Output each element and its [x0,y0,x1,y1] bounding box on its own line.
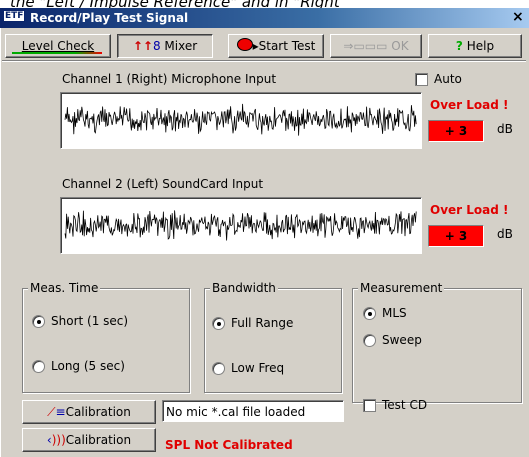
mic-calibration-button[interactable]: ⟋≡Calibration [22,400,156,424]
start-test-button[interactable]: ▸Start Test [228,34,324,58]
waveform [64,103,417,136]
title-bar: ETF Record/Play Test Signal × [0,8,529,28]
group-box [352,288,522,403]
level-check-button[interactable]: Level Check [5,34,111,58]
group-box [204,288,342,393]
radio-button[interactable] [32,315,45,328]
radio-dot [216,321,221,326]
label: Calibration [65,405,131,419]
caption: the "Left / Impulse Reference" and in "R… [10,0,340,11]
level-readout: + 3 [428,120,484,142]
radio-button[interactable] [212,362,225,375]
waveform-trace [64,103,417,136]
radio-label: MLS [382,306,407,320]
radio-label: Sweep [382,333,422,347]
radio-label: Low Freq [231,361,285,375]
calibration-status-field: No mic *.cal file loaded [162,400,344,422]
waveform-display [60,197,422,254]
waveform [64,210,417,241]
level-meter-icon [12,52,102,54]
app-icon: ETF [3,10,26,22]
label: Help [466,39,495,53]
label: Calibration [65,433,132,447]
auto-checkbox[interactable] [415,73,428,86]
channel-label: Channel 1 (Right) Microphone Input [62,72,277,86]
radio-button[interactable] [32,360,45,373]
waveform-display [60,92,422,149]
level-readout: + 3 [428,225,484,247]
ok-button[interactable]: ⇒▭▭▭ OK [330,34,422,58]
radio-dot [367,311,372,316]
test-cd-checkbox[interactable] [363,399,376,412]
calibration-warning: SPL Not Calibrated [165,438,293,452]
group-title: Bandwidth [210,281,278,295]
radio-label: Short (1 sec) [51,314,129,328]
channel-label: Channel 2 (Left) SoundCard Input [62,177,264,191]
waveform-trace [64,210,417,241]
label: Start Test [258,39,316,53]
window-title: Record/Play Test Signal [30,11,189,25]
group-box [22,288,190,393]
separator [2,60,526,62]
card-calibration-button[interactable]: ‹)))Calibration [22,428,156,452]
close-button[interactable]: × [512,9,524,25]
help-button[interactable]: ? Help [428,34,522,58]
level-unit: dB [497,122,513,136]
label: Mixer [164,39,198,53]
label: OK [391,39,409,53]
radio-button[interactable] [212,317,225,330]
radio-dot [36,319,41,324]
radio-label: Full Range [231,316,294,330]
label: Level Check [21,39,95,53]
mixer-button[interactable]: ↑↑8 Mixer [117,34,213,58]
overload-label: Over Load ! [430,98,509,112]
auto-label: Auto [434,72,462,86]
test-cd-label: Test CD [382,398,428,412]
overload-label: Over Load ! [430,203,509,217]
group-title: Measurement [358,281,445,295]
level-unit: dB [497,227,513,241]
radio-button[interactable] [363,334,376,347]
radio-button[interactable] [363,307,376,320]
radio-label: Long (5 sec) [51,359,125,373]
group-title: Meas. Time [28,281,101,295]
